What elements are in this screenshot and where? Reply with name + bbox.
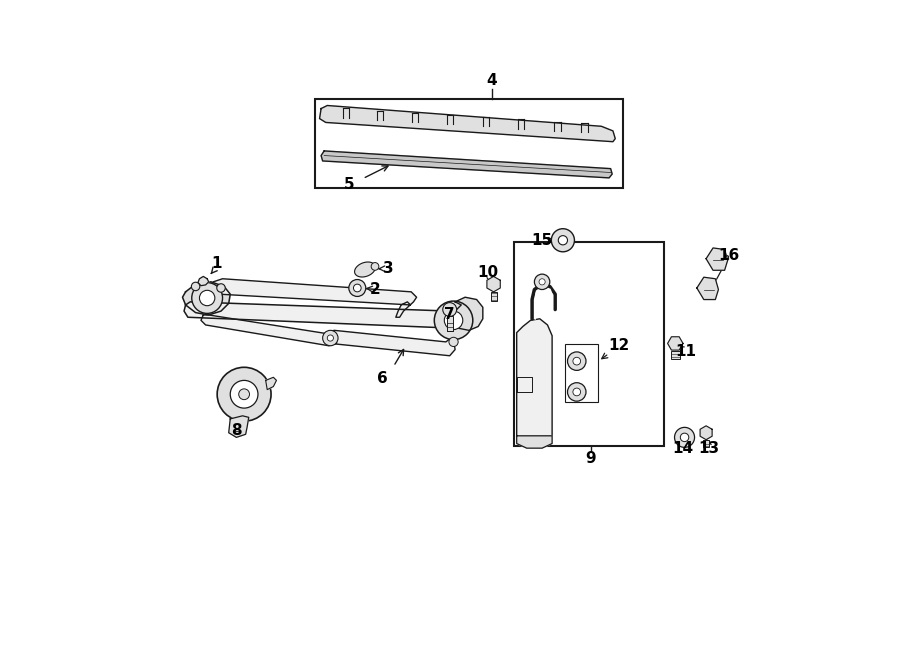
Polygon shape	[207, 279, 417, 317]
Text: 3: 3	[382, 261, 393, 276]
Circle shape	[435, 301, 472, 340]
Circle shape	[200, 290, 215, 305]
Polygon shape	[668, 336, 683, 350]
Polygon shape	[184, 302, 460, 328]
Circle shape	[573, 388, 580, 396]
Text: 1: 1	[212, 256, 221, 271]
Circle shape	[328, 335, 333, 341]
Text: 4: 4	[487, 73, 498, 88]
Circle shape	[230, 380, 258, 408]
Polygon shape	[700, 426, 712, 440]
Circle shape	[323, 330, 338, 346]
Circle shape	[449, 337, 458, 346]
Bar	[565, 344, 598, 402]
Bar	[315, 99, 623, 188]
Polygon shape	[706, 248, 728, 270]
Bar	[514, 242, 664, 446]
Circle shape	[371, 262, 379, 270]
Circle shape	[674, 428, 695, 447]
Circle shape	[238, 389, 249, 400]
Polygon shape	[229, 416, 248, 438]
Text: 9: 9	[585, 451, 596, 467]
Polygon shape	[324, 330, 455, 356]
Circle shape	[349, 280, 365, 297]
Text: 8: 8	[231, 423, 242, 438]
Polygon shape	[201, 315, 337, 346]
Bar	[703, 440, 709, 447]
Circle shape	[217, 368, 271, 421]
Polygon shape	[355, 262, 375, 277]
Polygon shape	[517, 436, 552, 448]
Circle shape	[354, 284, 361, 292]
Polygon shape	[198, 276, 209, 286]
Bar	[446, 316, 453, 331]
Circle shape	[445, 311, 463, 330]
Text: 10: 10	[478, 265, 499, 280]
Bar	[491, 292, 497, 301]
Text: 15: 15	[532, 233, 553, 248]
Polygon shape	[321, 151, 612, 178]
Polygon shape	[697, 277, 718, 299]
Text: 6: 6	[377, 371, 388, 386]
Circle shape	[568, 383, 586, 401]
Circle shape	[535, 274, 550, 290]
Text: 12: 12	[608, 338, 630, 353]
Polygon shape	[517, 319, 552, 436]
Text: 16: 16	[718, 248, 740, 263]
Circle shape	[192, 283, 222, 313]
Text: 5: 5	[345, 177, 355, 192]
Circle shape	[192, 282, 200, 291]
Text: 11: 11	[676, 344, 697, 359]
Circle shape	[568, 352, 586, 370]
Circle shape	[680, 433, 688, 442]
Circle shape	[573, 358, 580, 365]
Text: 7: 7	[445, 307, 455, 323]
Polygon shape	[183, 282, 230, 315]
Circle shape	[539, 279, 545, 285]
Circle shape	[443, 303, 456, 317]
Bar	[670, 351, 680, 359]
Polygon shape	[454, 297, 482, 330]
Polygon shape	[320, 106, 616, 141]
Circle shape	[558, 235, 568, 245]
Text: 13: 13	[698, 441, 720, 455]
Polygon shape	[266, 377, 276, 389]
Text: 14: 14	[672, 441, 694, 455]
Text: 2: 2	[370, 282, 381, 297]
Polygon shape	[487, 276, 500, 292]
Circle shape	[217, 284, 225, 292]
Circle shape	[552, 229, 574, 252]
